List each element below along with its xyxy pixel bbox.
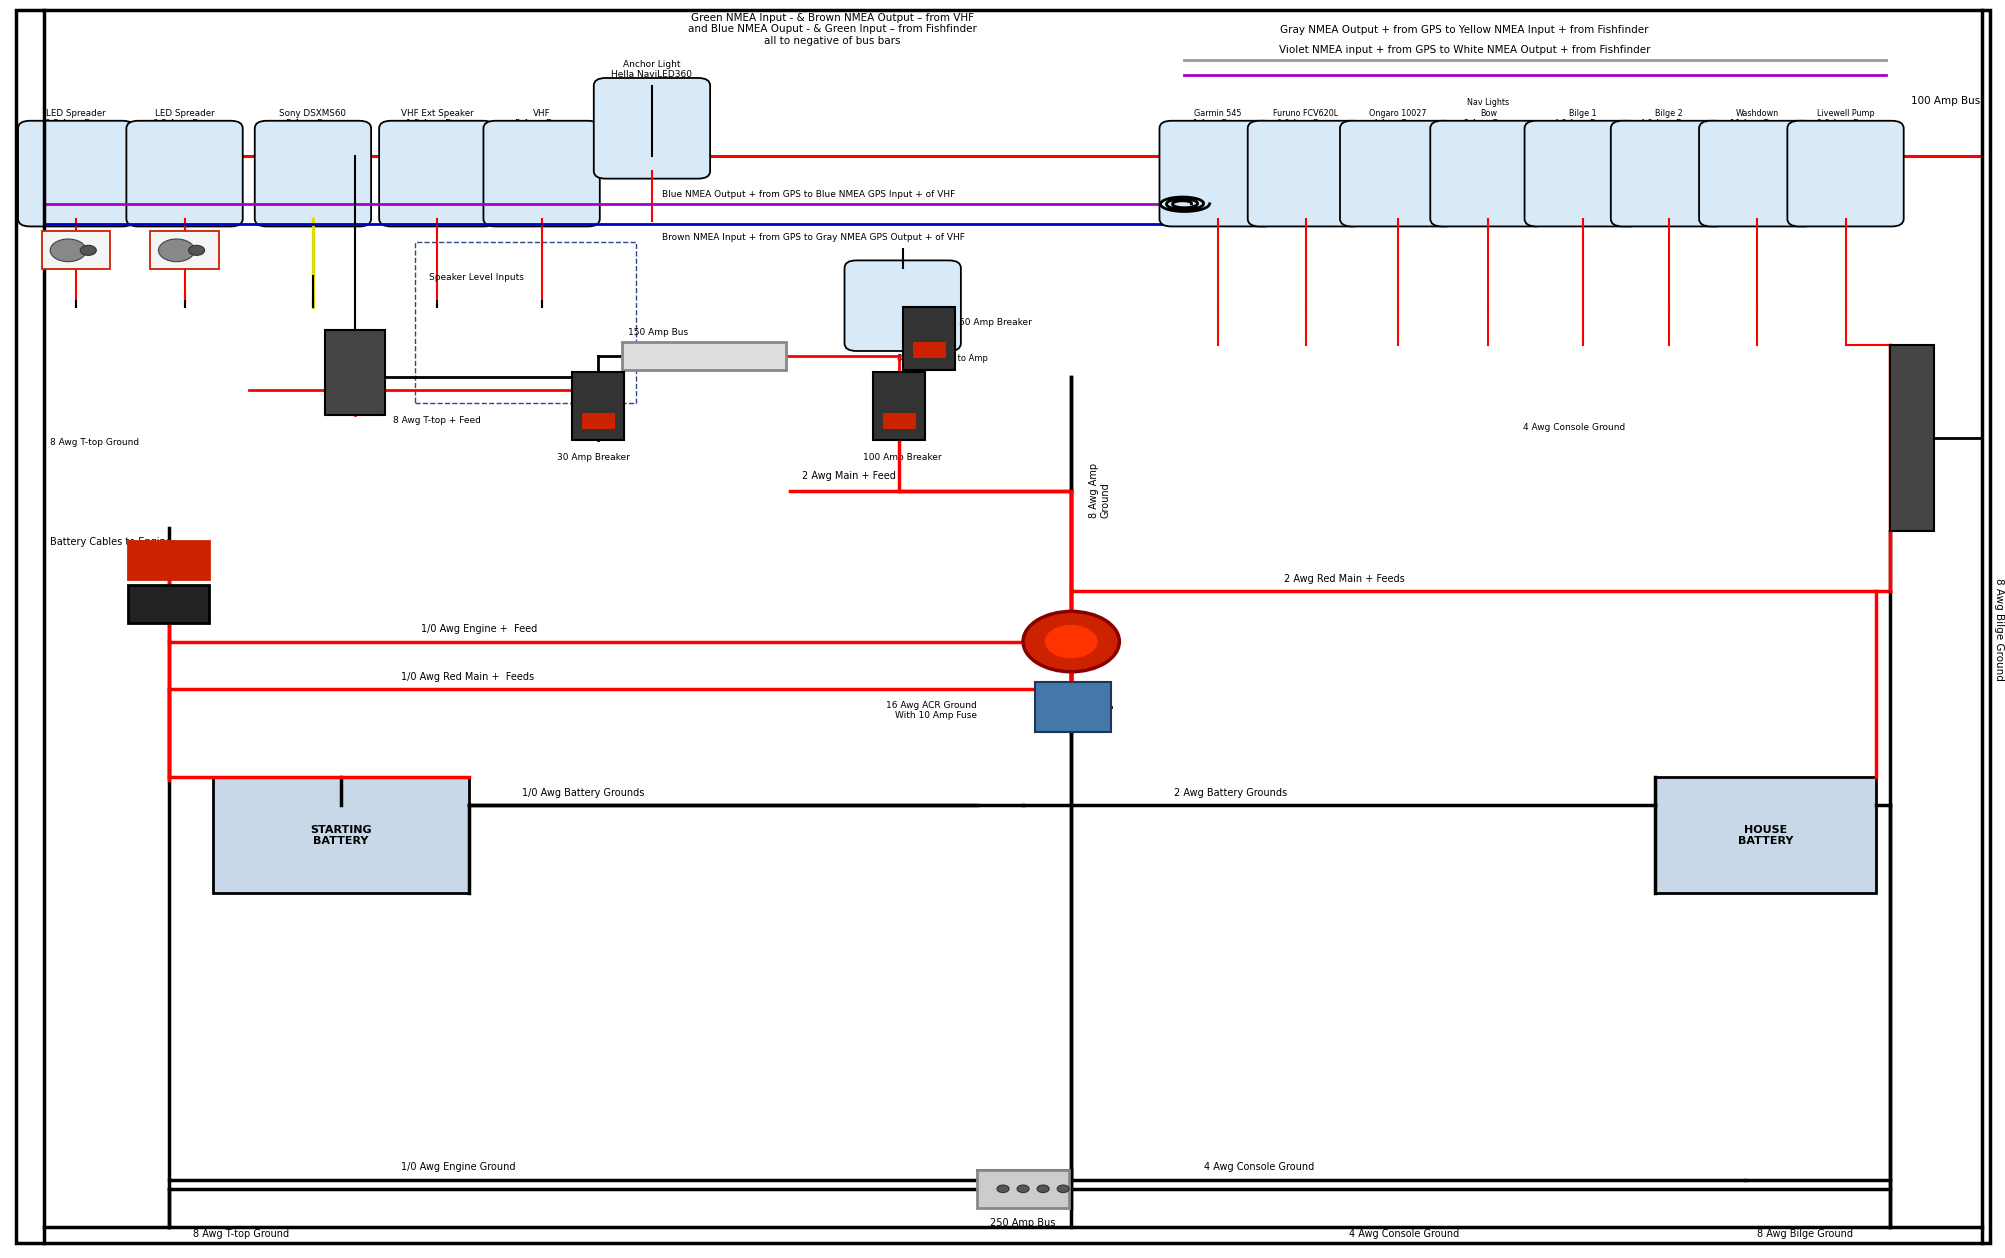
Text: Gray NMEA Output + from GPS to Yellow NMEA Input + from Fishfinder: Gray NMEA Output + from GPS to Yellow NM… (1279, 25, 1648, 35)
FancyBboxPatch shape (1786, 121, 1903, 226)
Text: Green NMEA Input - & Brown NMEA Output – from VHF
and Blue NMEA Ouput - & Green : Green NMEA Input - & Brown NMEA Output –… (688, 13, 976, 45)
FancyBboxPatch shape (18, 121, 134, 226)
Bar (912, 342, 944, 357)
Text: 100 Amp Breaker: 100 Amp Breaker (862, 453, 942, 462)
Text: Brown NMEA Input + from GPS to Gray NMEA GPS Output + of VHF: Brown NMEA Input + from GPS to Gray NMEA… (662, 233, 964, 242)
FancyBboxPatch shape (1159, 121, 1275, 226)
Text: Bilge 1
4.8 Amp Draw
10 Amp Fuse: Bilge 1 4.8 Amp Draw 10 Amp Fuse (1554, 108, 1610, 138)
Text: 50 Amp Breaker: 50 Amp Breaker (958, 318, 1031, 327)
Circle shape (1037, 1185, 1049, 1193)
Circle shape (188, 245, 205, 255)
Text: Sony XM-604M
33 Amp Max Draw
50 Amp Fuse: Sony XM-604M 33 Amp Max Draw 50 Amp Fuse (878, 277, 960, 307)
Text: 150 Amp Bus: 150 Amp Bus (628, 328, 688, 337)
Bar (42, 231, 110, 269)
Text: VHF
5 Amp Draw
6 Amp Fuse: VHF 5 Amp Draw 6 Amp Fuse (515, 108, 567, 138)
Text: 8 Awg + Feed to Amp: 8 Awg + Feed to Amp (896, 353, 986, 364)
Circle shape (996, 1185, 1009, 1193)
Text: Speaker Level Inputs: Speaker Level Inputs (429, 273, 523, 282)
Text: Anchor Light
Hella NaviLED360: Anchor Light Hella NaviLED360 (612, 60, 692, 79)
Text: STARTING
BATTERY: STARTING BATTERY (311, 824, 371, 847)
Bar (976, 1170, 1069, 1208)
Text: 1/0 Awg Red Main +  Feeds: 1/0 Awg Red Main + Feeds (401, 672, 533, 682)
Text: Violet NMEA input + from GPS to White NMEA Output + from Fishfinder: Violet NMEA input + from GPS to White NM… (1277, 45, 1650, 55)
Text: 250 Amp Bus: 250 Amp Bus (990, 1218, 1055, 1228)
Bar (415, 242, 636, 403)
Text: 2 Awg Battery Grounds: 2 Awg Battery Grounds (1173, 788, 1285, 798)
Bar (128, 585, 209, 623)
Text: LED Spreader
0.5 Amp Draw
1 Amp Fuse: LED Spreader 0.5 Amp Draw 1 Amp Fuse (154, 108, 215, 138)
Circle shape (1023, 611, 1119, 672)
Text: 1/0 Awg Battery Grounds: 1/0 Awg Battery Grounds (521, 788, 644, 798)
Circle shape (1057, 1185, 1069, 1193)
FancyBboxPatch shape (1430, 121, 1546, 226)
Circle shape (80, 245, 96, 255)
Text: Nav Lights
Bow
2 Amp Draw
5 Amp Fuse: Nav Lights Bow 2 Amp Draw 5 Amp Fuse (1464, 98, 1512, 138)
Text: Washdown
10 Amp Draw
15 Amp Fuse: Washdown 10 Amp Draw 15 Amp Fuse (1728, 108, 1784, 138)
Text: Blue NMEA Output + from GPS to Blue NMEA GPS Input + of VHF: Blue NMEA Output + from GPS to Blue NMEA… (662, 190, 954, 199)
Bar (128, 541, 209, 579)
FancyBboxPatch shape (483, 121, 599, 226)
Bar (1654, 777, 1875, 893)
Bar (1889, 345, 1933, 531)
Circle shape (158, 239, 194, 262)
Text: 4 Awg Console Ground: 4 Awg Console Ground (1203, 1162, 1313, 1172)
FancyBboxPatch shape (1247, 121, 1363, 226)
FancyBboxPatch shape (1698, 121, 1815, 226)
Bar (213, 777, 469, 893)
Text: VHF Ext Speaker
1.5 Amp Draw
2 Amp Fuse: VHF Ext Speaker 1.5 Amp Draw 2 Amp Fuse (401, 108, 473, 138)
Circle shape (1017, 1185, 1029, 1193)
Text: 2 Awg Main + Feed: 2 Awg Main + Feed (802, 470, 896, 481)
Text: 8 Awg T-top Ground: 8 Awg T-top Ground (50, 438, 138, 448)
FancyBboxPatch shape (593, 78, 710, 179)
FancyBboxPatch shape (1524, 121, 1640, 226)
Text: LED Spreader
0.5 Amp Draw
1 Amp Fuse: LED Spreader 0.5 Amp Draw 1 Amp Fuse (46, 108, 106, 138)
FancyBboxPatch shape (1339, 121, 1456, 226)
Bar (581, 413, 614, 428)
Bar (571, 372, 624, 440)
Text: Ongaro 10027
4 Amp Draw
5 Amp Fuse: Ongaro 10027 4 Amp Draw 5 Amp Fuse (1369, 108, 1426, 138)
Bar (622, 342, 786, 370)
FancyBboxPatch shape (255, 121, 371, 226)
Bar (872, 372, 924, 440)
Text: HOUSE
BATTERY: HOUSE BATTERY (1736, 824, 1792, 847)
Text: 8 Awg Bilge Ground: 8 Awg Bilge Ground (1993, 577, 2003, 681)
Text: 8 Awg Bilge Ground: 8 Awg Bilge Ground (1756, 1229, 1853, 1239)
FancyBboxPatch shape (844, 260, 960, 351)
Circle shape (50, 239, 86, 262)
Text: Battery Cables to Engine: Battery Cables to Engine (50, 537, 172, 547)
Text: 1/0 Awg Engine Ground: 1/0 Awg Engine Ground (401, 1162, 515, 1172)
Bar (325, 330, 385, 415)
Text: Sony DSXMS60
5 Amp Draw
10 Amp Fuse: Sony DSXMS60 5 Amp Draw 10 Amp Fuse (279, 108, 347, 138)
Circle shape (1045, 625, 1097, 658)
Text: 16 Awg ACR Ground
With 10 Amp Fuse: 16 Awg ACR Ground With 10 Amp Fuse (886, 701, 976, 721)
Text: 4 Awg Console Ground: 4 Awg Console Ground (1522, 423, 1624, 433)
Text: 8 Awg T-top Ground: 8 Awg T-top Ground (192, 1229, 289, 1239)
Text: Livewell Pump
2.8 Amp Draw
5 Fuse: Livewell Pump 2.8 Amp Draw 5 Fuse (1817, 108, 1873, 138)
Text: 2 Awg Red Main + Feeds: 2 Awg Red Main + Feeds (1283, 574, 1404, 584)
Bar (902, 307, 954, 370)
Bar (150, 231, 219, 269)
Text: 1/0 Awg Engine +  Feed: 1/0 Awg Engine + Feed (421, 624, 537, 634)
FancyBboxPatch shape (1610, 121, 1726, 226)
Text: Garmin 545
1 Amp Draw
3 Amp Fuse: Garmin 545 1 Amp Draw 3 Amp Fuse (1193, 108, 1241, 138)
Text: 4 Awg Console Ground: 4 Awg Console Ground (1349, 1229, 1458, 1239)
Text: 8 Awg T-top + Feed: 8 Awg T-top + Feed (393, 415, 481, 425)
Text: 30 Amp Breaker: 30 Amp Breaker (557, 453, 630, 462)
Bar (882, 413, 914, 428)
FancyBboxPatch shape (379, 121, 495, 226)
FancyBboxPatch shape (126, 121, 243, 226)
Text: Furuno FCV620L
0.8 Amp Draw
2 Amp Fuse: Furuno FCV620L 0.8 Amp Draw 2 Amp Fuse (1273, 108, 1337, 138)
Text: Bilge 2
4.8 Amp Draw
10 Amp Fuse: Bilge 2 4.8 Amp Draw 10 Amp Fuse (1640, 108, 1696, 138)
Text: 100 Amp Bus: 100 Amp Bus (1911, 96, 1979, 106)
Text: 8 Awg Amp
Ground: 8 Awg Amp Ground (1089, 463, 1111, 518)
Bar (1035, 682, 1111, 732)
